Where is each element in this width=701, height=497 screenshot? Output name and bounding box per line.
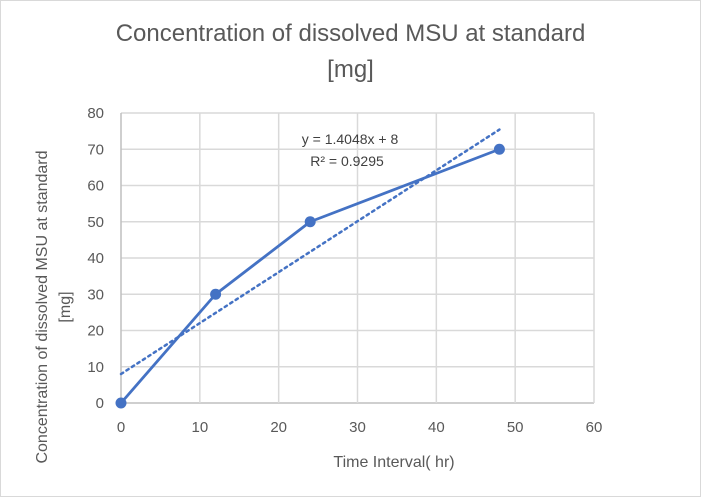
x-tick-label: 20	[270, 419, 287, 436]
x-tick-label: 50	[507, 419, 524, 436]
y-axis-label-line1: Concentration of dissolved MSU at standa…	[34, 150, 51, 463]
trendline	[119, 128, 501, 376]
series-line	[119, 147, 500, 404]
data-point	[493, 143, 505, 155]
y-axis-label-line2: [mg]	[57, 291, 74, 322]
y-tick-label: 20	[87, 323, 104, 340]
x-tick-label: 60	[586, 419, 603, 436]
trendline-r-squared: R² = 0.9295	[310, 153, 384, 169]
y-tick-label: 80	[87, 105, 104, 122]
y-tick-label: 50	[87, 214, 104, 231]
chart-title-line2: [mg]	[327, 56, 374, 83]
x-tick-label: 40	[428, 419, 445, 436]
y-tick-label: 0	[96, 395, 104, 412]
y-tick-label: 10	[87, 359, 104, 376]
y-tick-label: 40	[87, 250, 104, 267]
x-axis-label: Time Interval( hr)	[333, 454, 454, 471]
chart-title-line1: Concentration of dissolved MSU at standa…	[115, 20, 586, 47]
x-tick-label: 0	[117, 419, 125, 436]
data-point	[115, 397, 127, 409]
x-tick-label: 30	[349, 419, 366, 436]
x-tick-label: 10	[191, 419, 208, 436]
data-point	[304, 216, 316, 228]
y-tick-label: 30	[87, 286, 104, 303]
trendline-equation: y = 1.4048x + 8	[302, 131, 399, 147]
data-point	[210, 288, 222, 300]
y-tick-label: 60	[87, 178, 104, 195]
y-tick-label: 70	[87, 141, 104, 158]
